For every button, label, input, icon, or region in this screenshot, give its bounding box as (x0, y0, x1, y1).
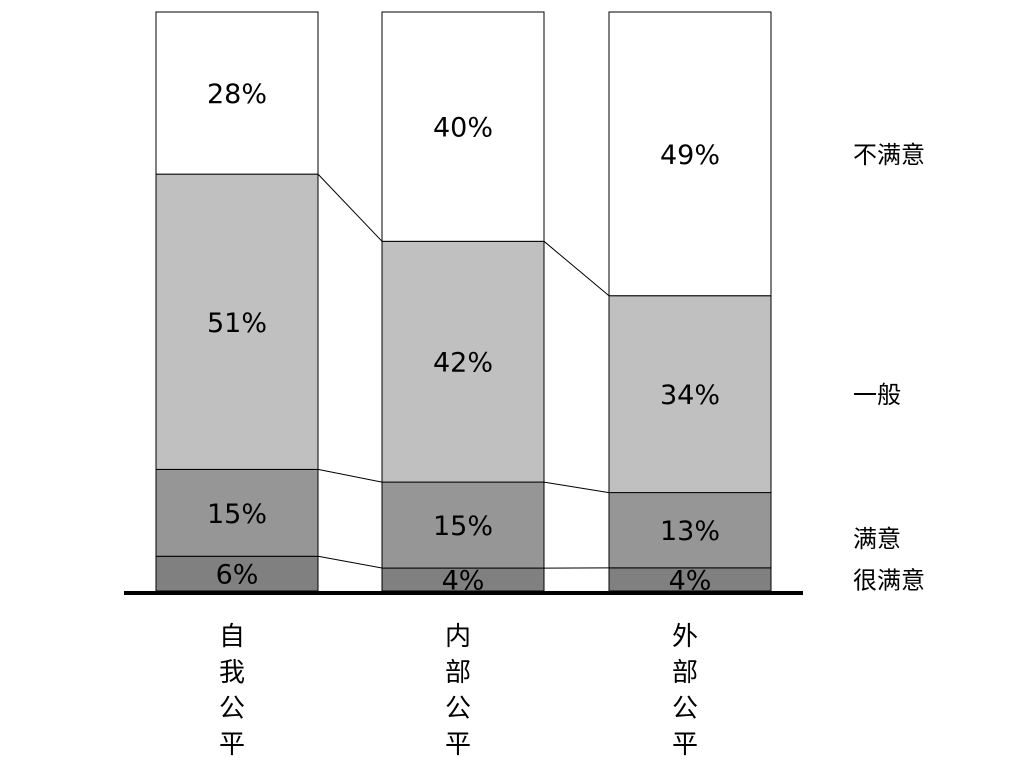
series-line-2-3 (543, 240, 610, 297)
data-label-1-1: 6% (216, 560, 259, 591)
legend-label-3: 一般 (853, 381, 901, 409)
data-label-3-2: 13% (660, 516, 720, 547)
legend-label-1: 很满意 (853, 566, 925, 594)
legend-group: 很满意 满意 一般 不满意 (853, 141, 925, 595)
category-label-2: 内部公平 (445, 622, 471, 760)
data-label-3-3: 34% (660, 380, 720, 411)
series-line-2-2 (543, 481, 610, 494)
bar-segment-1-3 (155, 173, 319, 470)
series-line-1-2 (317, 468, 383, 483)
bar-segment-2-3 (381, 240, 545, 483)
data-label-2-3: 42% (433, 348, 493, 379)
bar-segment-1-2 (155, 468, 319, 557)
data-label-1-2: 15% (207, 499, 267, 530)
bar-segment-3-4 (608, 11, 772, 297)
legend-label-2: 满意 (853, 525, 901, 553)
data-label-1-4: 28% (207, 79, 267, 110)
data-label-3-4: 49% (660, 140, 720, 171)
legend-label-4: 不满意 (853, 141, 925, 169)
data-label-2-4: 40% (433, 113, 493, 144)
bar-segment-2-4 (381, 11, 545, 242)
bar-segment-2-2 (381, 481, 545, 569)
category-labels-group: 自我公平 内部公平 外部公平 (219, 622, 698, 760)
series-line-1-1 (317, 555, 383, 569)
bar-segment-1-4 (155, 11, 319, 175)
series-lines-group (317, 173, 610, 569)
category-label-3: 外部公平 (672, 622, 698, 760)
bars-group (155, 11, 772, 592)
data-label-1-3: 51% (207, 308, 267, 339)
category-label-1: 自我公平 (219, 622, 245, 760)
series-line-1-3 (317, 173, 383, 242)
bar-segment-3-2 (608, 492, 772, 569)
data-label-2-2: 15% (433, 511, 493, 542)
